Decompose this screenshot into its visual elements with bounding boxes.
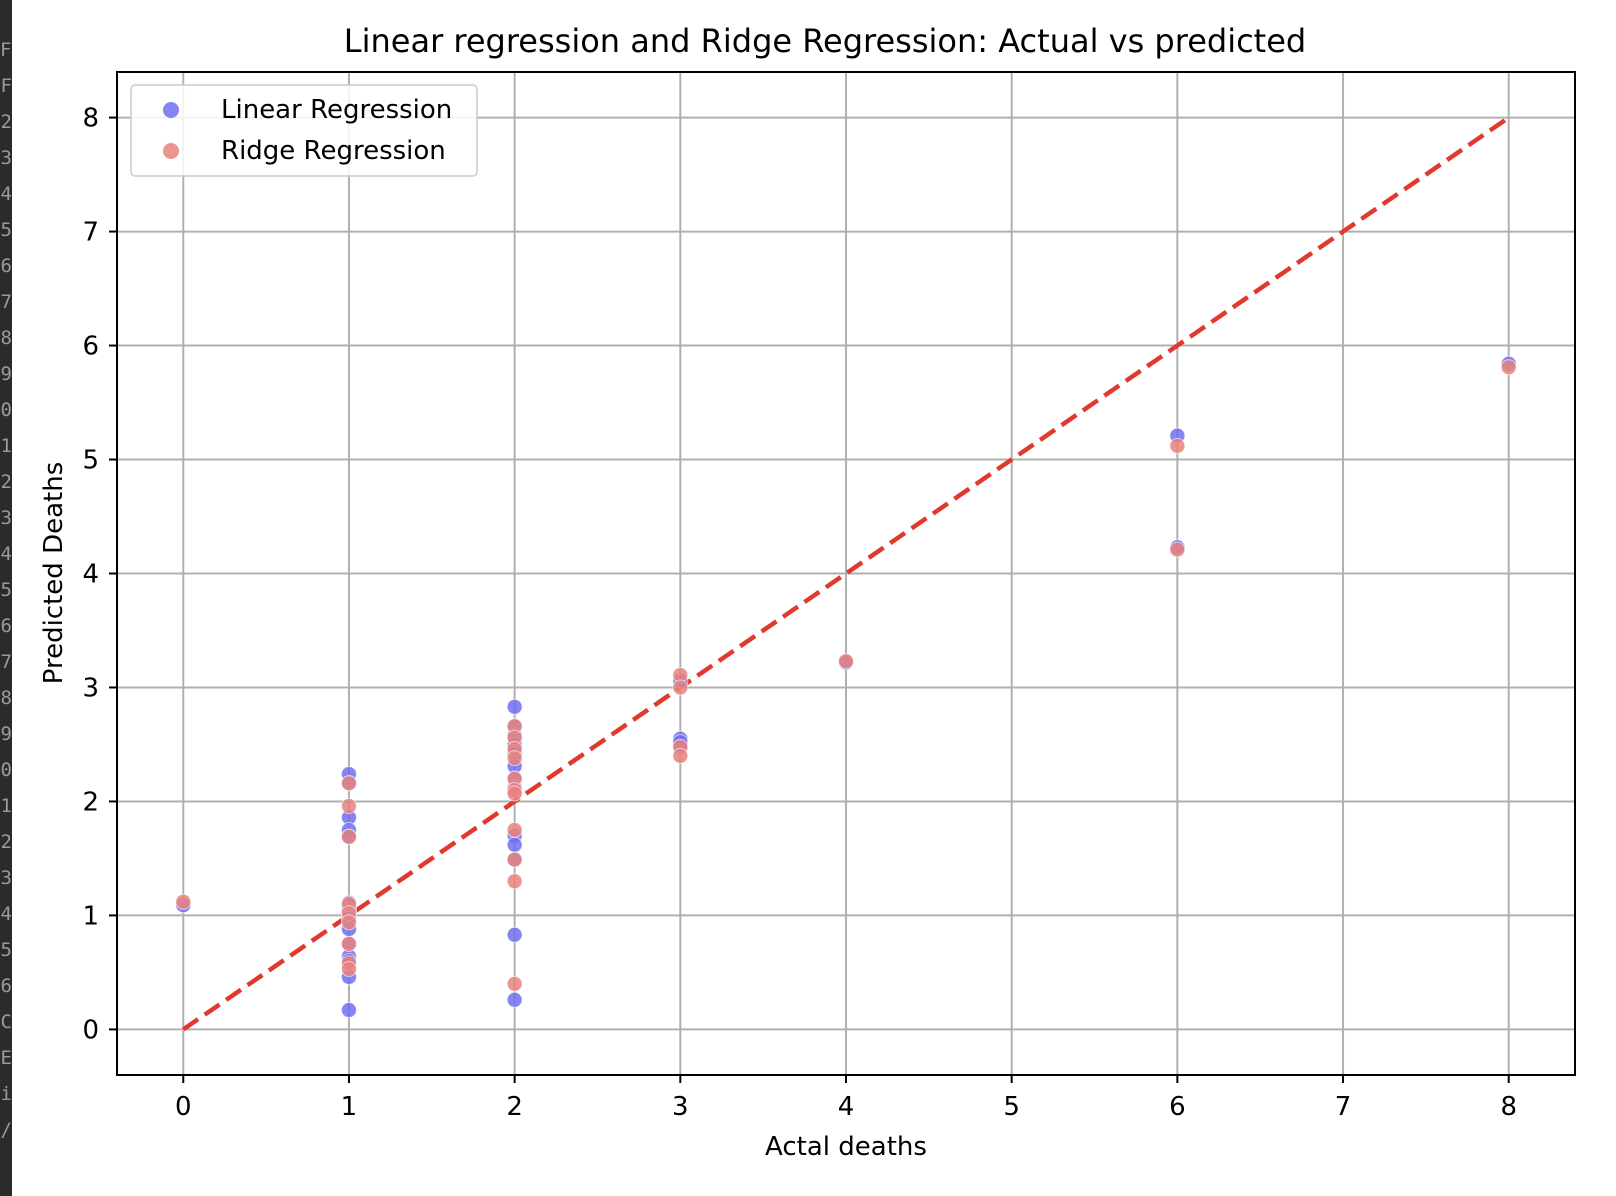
linear-regression-point [340, 1002, 357, 1019]
x-tick-label: 6 [1169, 1092, 1186, 1122]
linear-regression-point [506, 698, 523, 715]
gutter-line-number: i [0, 1084, 12, 1104]
gutter-line-number: 2 [0, 832, 12, 852]
editor-gutter-strip: Fi F 2 3 4 5 6 7 8 9 0 1 2 3 4 5 6 7 8 9 0 1 2 3 4 5 6 CEi / [0, 0, 12, 1196]
linear-regression-point [506, 991, 523, 1008]
gutter-line-number: 3 [0, 148, 12, 168]
data-points [175, 355, 1517, 1019]
gutter-line-number: E [0, 1048, 12, 1068]
gutter-line-number: 1 [0, 436, 12, 456]
ridge-regression-point [340, 935, 357, 952]
x-axis-label: Actal deaths [765, 1132, 927, 1162]
legend-swatch-ridge [163, 143, 179, 159]
ridge-regression-point [506, 785, 523, 802]
ridge-regression-point [340, 798, 357, 815]
gutter-line-number: 9 [0, 724, 12, 744]
gutter-line-number: 9 [0, 364, 12, 384]
axis-ticks: 0 1 2 3 4 5 6 7 8 0 1 2 3 4 5 6 7 8 [82, 104, 1517, 1122]
x-tick-label: 8 [1500, 1092, 1517, 1122]
gutter-line-number: F [0, 76, 12, 96]
ridge-regression-point [1169, 541, 1186, 558]
ridge-regression-point [340, 961, 357, 978]
y-tick-label: 3 [82, 673, 99, 703]
x-tick-label: 5 [1003, 1092, 1020, 1122]
gutter-line-number: 7 [0, 652, 12, 672]
y-tick-label: 5 [82, 446, 99, 476]
gutter-line-number: 4 [0, 544, 12, 564]
gutter-line-number: 3 [0, 508, 12, 528]
y-tick-label: 0 [82, 1015, 99, 1045]
ridge-regression-point [506, 851, 523, 868]
ridge-regression-point [506, 873, 523, 890]
legend-swatch-linear [163, 102, 179, 118]
gutter-line-number: 3 [0, 868, 12, 888]
ridge-regression-point [340, 914, 357, 931]
gutter-line-number: 5 [0, 580, 12, 600]
reference-line-group [181, 115, 1511, 1032]
ridge-regression-point [1500, 359, 1517, 376]
gutter-line-number: 6 [0, 976, 12, 996]
y-tick-label: 8 [82, 104, 99, 134]
gutter-line-number: 8 [0, 328, 12, 348]
y-tick-label: 6 [82, 332, 99, 362]
legend-label-linear: Linear Regression [221, 95, 452, 125]
x-tick-label: 7 [1335, 1092, 1352, 1122]
x-tick-label: 4 [838, 1092, 855, 1122]
chart-title: Linear regression and Ridge Regression: … [344, 22, 1306, 60]
ridge-regression-point [506, 821, 523, 838]
gutter-line-number: C [0, 1012, 12, 1032]
gutter-line-number: 1 [0, 796, 12, 816]
gutter-line-number: 0 [0, 760, 12, 780]
ridge-regression-point [672, 747, 689, 764]
ridge-regression-point [340, 775, 357, 792]
linear-regression-point [506, 926, 523, 943]
gutter-line-number: 5 [0, 940, 12, 960]
gutter-line-number: 8 [0, 688, 12, 708]
y-tick-label: 7 [82, 218, 99, 248]
y-axis-label: Predicted Deaths [39, 462, 69, 685]
x-tick-label: 3 [672, 1092, 689, 1122]
gutter-line-number: Fi [0, 40, 12, 60]
ridge-regression-point [1169, 437, 1186, 454]
ridge-regression-point [340, 828, 357, 845]
x-tick-label: 2 [506, 1092, 523, 1122]
ridge-regression-point [506, 750, 523, 767]
ridge-regression-point [838, 653, 854, 670]
legend-label-ridge: Ridge Regression [221, 136, 446, 166]
y-tick-label: 4 [82, 560, 99, 590]
legend-box [130, 84, 478, 177]
gutter-line-number: 5 [0, 220, 12, 240]
gutter-line-number: 6 [0, 616, 12, 636]
gutter-line-number: / [0, 1120, 12, 1140]
gutter-line-number: 7 [0, 292, 12, 312]
gutter-line-number: 6 [0, 256, 12, 276]
reference-line [181, 115, 1511, 1032]
gutter-line-number: 0 [0, 400, 12, 420]
ridge-regression-point [506, 975, 523, 992]
gutter-line-number: 2 [0, 472, 12, 492]
right-edge [1608, 0, 1616, 1196]
y-tick-label: 2 [82, 787, 99, 817]
x-tick-label: 1 [341, 1092, 358, 1122]
legend: Linear Regression Ridge Regression [130, 84, 478, 177]
gutter-line-number: 2 [0, 112, 12, 132]
linear-regression-point [506, 836, 523, 853]
gutter-line-number: 4 [0, 184, 12, 204]
ridge-regression-point [175, 893, 192, 910]
x-tick-label: 0 [175, 1092, 192, 1122]
gutter-line-number: 4 [0, 904, 12, 924]
y-tick-label: 1 [82, 901, 99, 931]
ridge-regression-point [672, 679, 689, 696]
